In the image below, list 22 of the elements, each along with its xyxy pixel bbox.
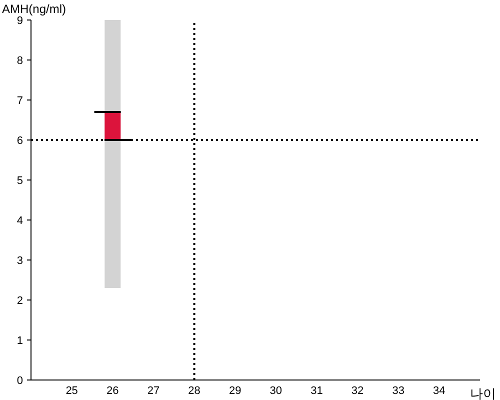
y-axis-title: AMH(ng/ml): [2, 2, 66, 16]
x-tick-label: 28: [188, 385, 200, 397]
y-tick-label: 4: [16, 214, 23, 227]
x-axis-title: 나이: [470, 386, 496, 400]
y-tick-label: 0: [16, 374, 23, 387]
y-tick-label: 8: [16, 54, 23, 67]
x-tick-label: 26: [106, 385, 119, 397]
y-tick-label: 2: [16, 294, 23, 307]
y-tick-label: 5: [16, 174, 23, 187]
x-tick-label: 33: [392, 385, 404, 397]
x-tick-label: 31: [310, 385, 323, 397]
x-tick-label: 30: [270, 385, 282, 397]
y-tick-label: 1: [16, 334, 23, 347]
y-tick-label: 9: [16, 14, 23, 27]
y-tick-label: 6: [16, 134, 23, 147]
y-tick-label: 3: [16, 254, 23, 267]
x-tick-label: 27: [147, 385, 160, 397]
x-tick-label: 25: [66, 385, 78, 397]
x-tick-label: 34: [433, 385, 446, 397]
x-tick-label: 32: [351, 385, 364, 397]
y-tick-label: 7: [16, 94, 23, 107]
x-tick-label: 29: [228, 385, 242, 397]
